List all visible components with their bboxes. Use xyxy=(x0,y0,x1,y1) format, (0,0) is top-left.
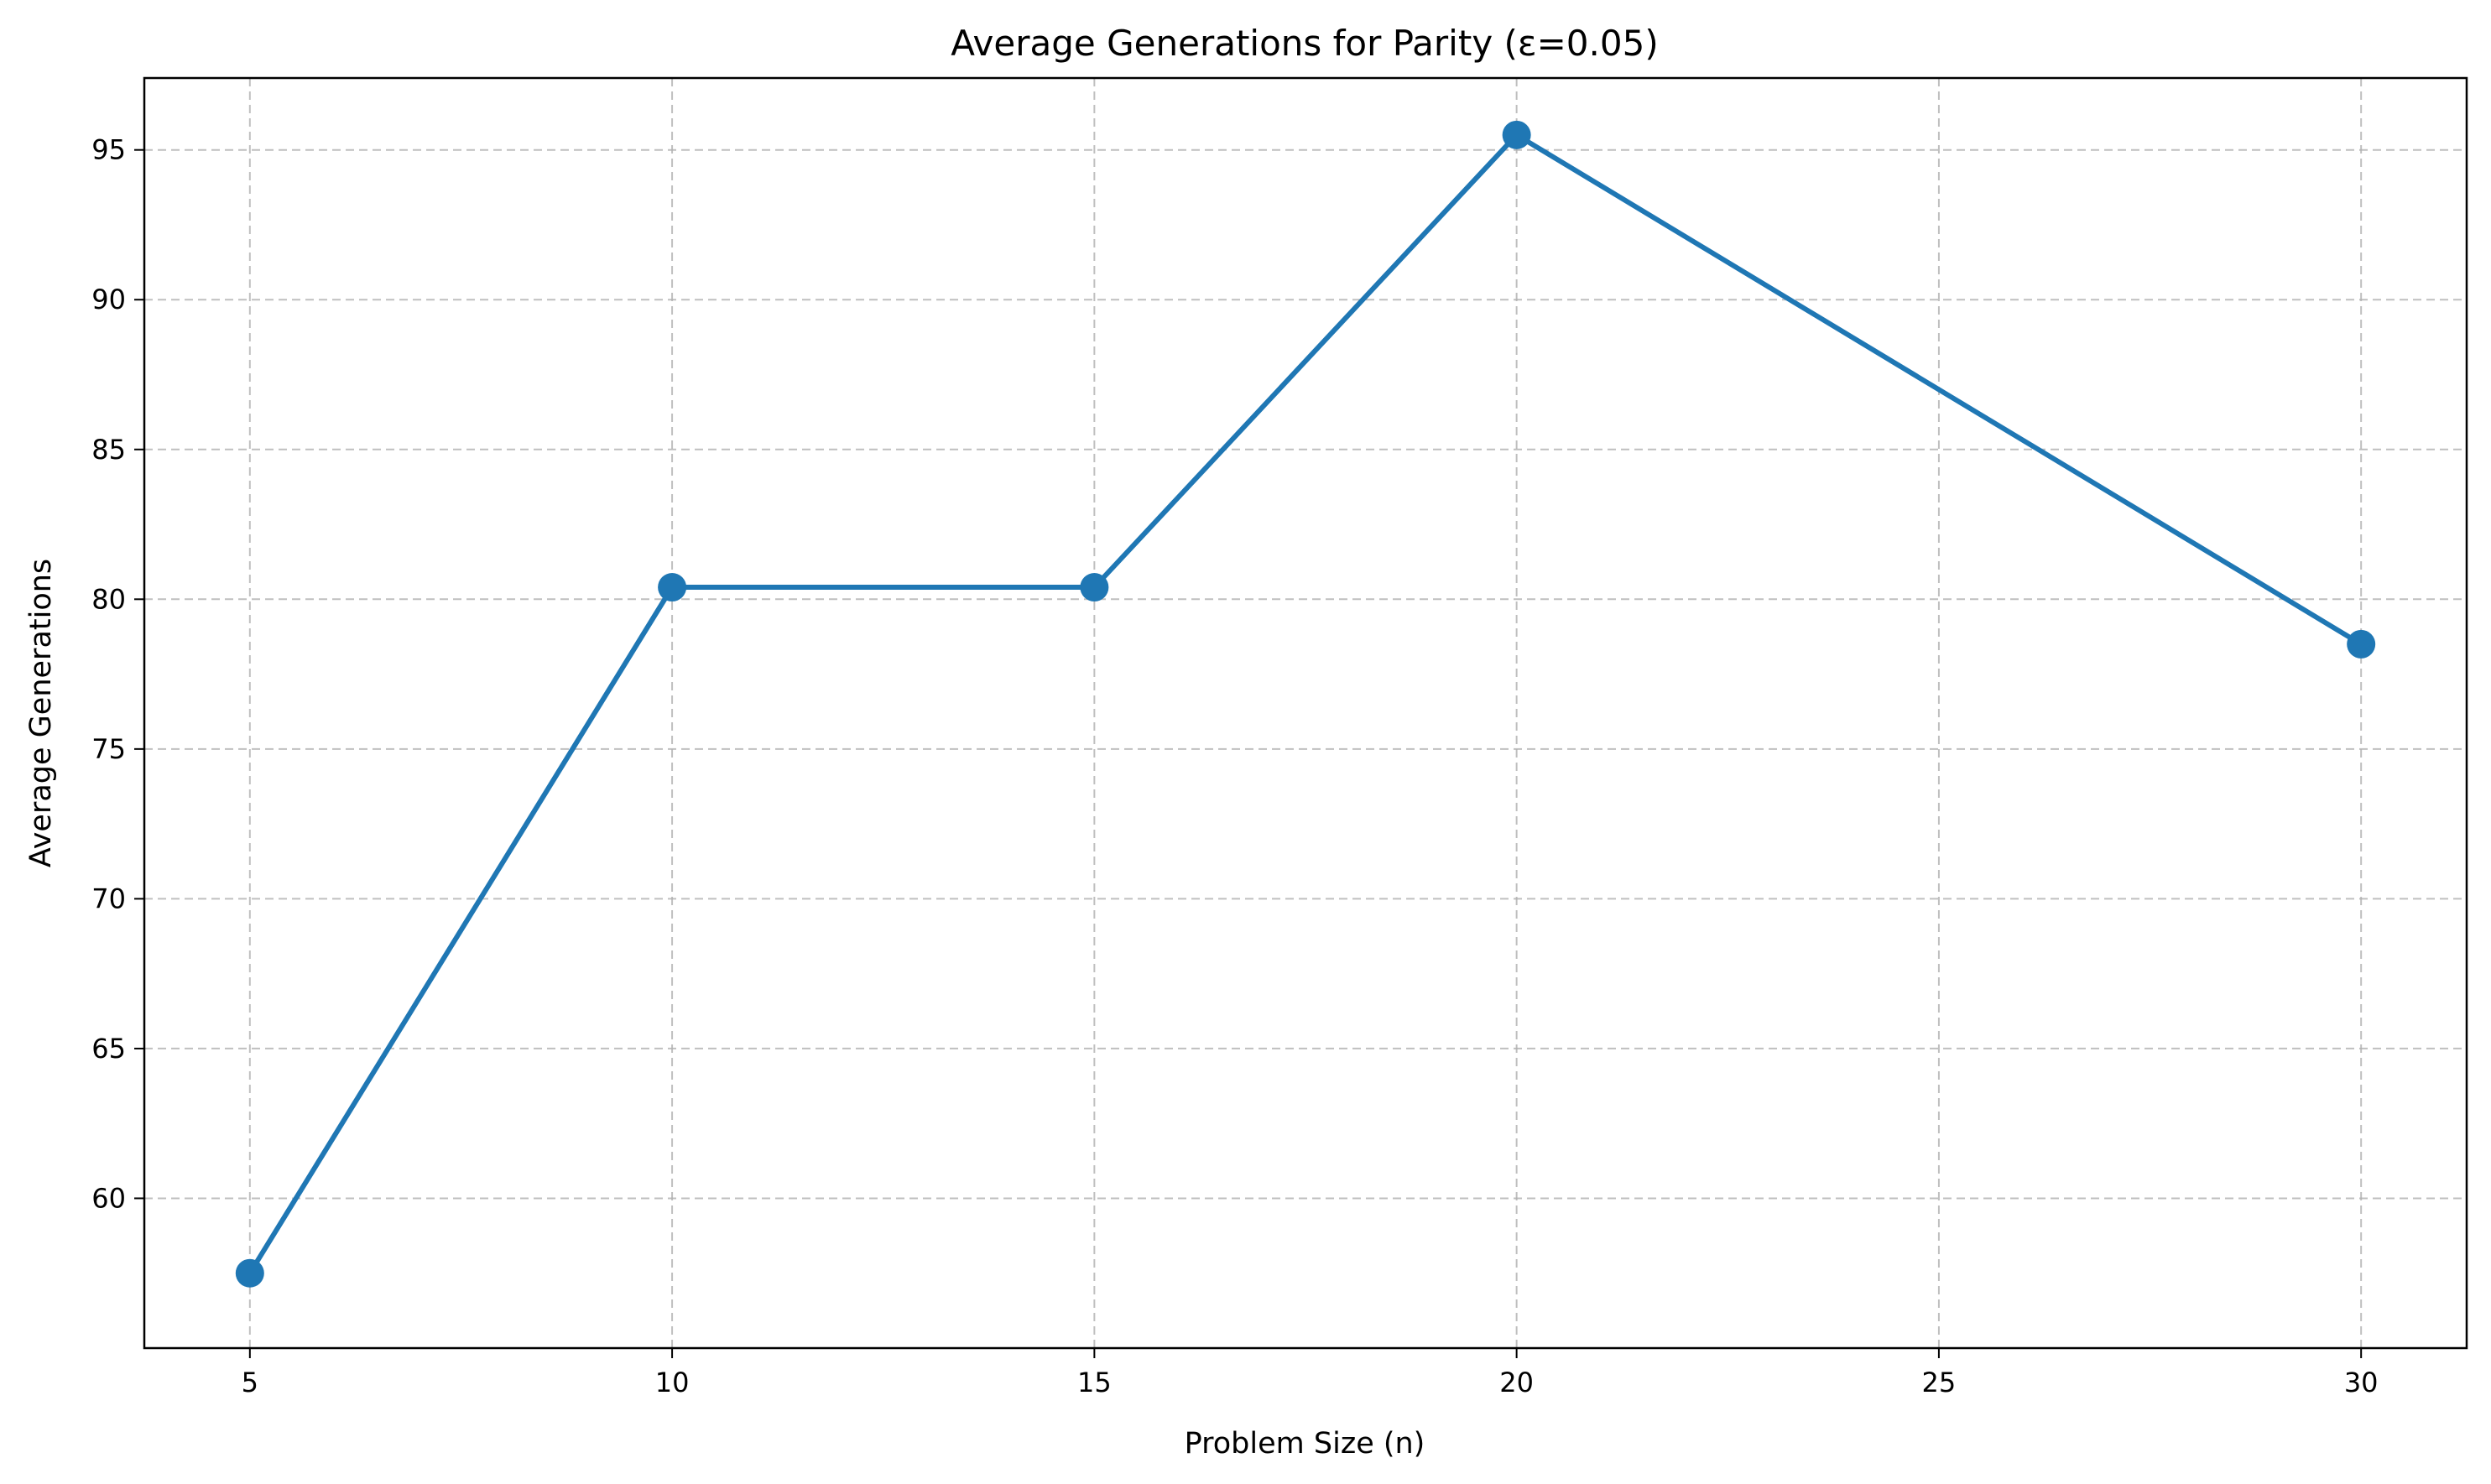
x-tick-label: 25 xyxy=(1922,1367,1957,1398)
y-tick-label: 75 xyxy=(91,733,126,765)
axis-ticks: 5 10 15 20 25 30 60 65 70 75 80 85 90 95 xyxy=(91,134,2378,1398)
x-tick-label: 15 xyxy=(1077,1367,1112,1398)
y-tick-label: 85 xyxy=(91,434,126,466)
data-point xyxy=(658,573,687,602)
data-point xyxy=(235,1258,264,1288)
x-tick-label: 5 xyxy=(242,1367,258,1398)
data-point xyxy=(2347,629,2376,659)
y-axis-label: Average Generations xyxy=(24,559,58,867)
y-tick-label: 95 xyxy=(91,134,126,166)
y-tick-label: 60 xyxy=(91,1182,126,1214)
series-layer xyxy=(235,120,2376,1288)
plot-frame xyxy=(143,76,2468,1350)
x-tick-label: 20 xyxy=(1499,1367,1534,1398)
x-axis-label: Problem Size (n) xyxy=(1185,1427,1425,1461)
grid-lines xyxy=(144,78,2467,1348)
y-tick-label: 65 xyxy=(91,1033,126,1065)
y-tick-label: 90 xyxy=(91,284,126,315)
y-tick-label: 80 xyxy=(91,583,126,615)
x-tick-label: 30 xyxy=(2344,1367,2379,1398)
x-tick-label: 10 xyxy=(655,1367,690,1398)
chart-title: Average Generations for Parity (ε=0.05) xyxy=(951,23,1658,64)
data-point xyxy=(1080,573,1109,602)
y-tick-label: 70 xyxy=(91,883,126,914)
data-point xyxy=(1502,120,1531,149)
